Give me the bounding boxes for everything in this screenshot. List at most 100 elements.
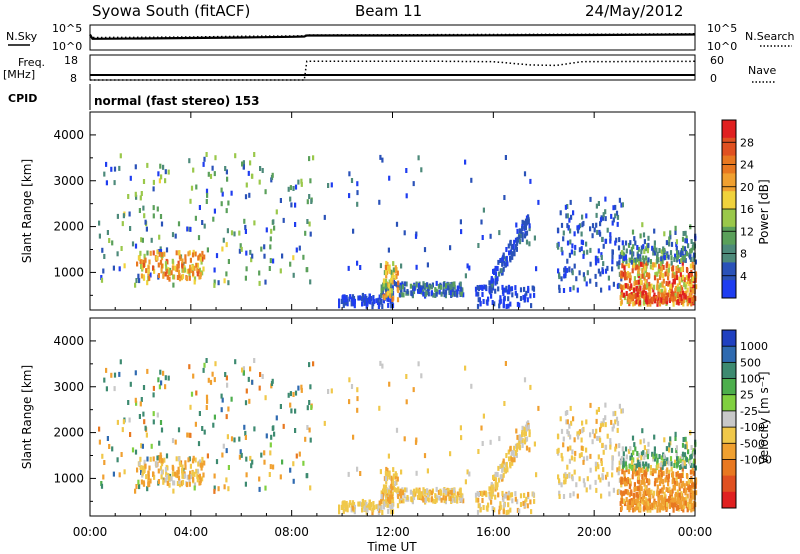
velocity-cell — [413, 492, 416, 498]
power-cell — [573, 250, 576, 256]
velocity-cell — [637, 501, 640, 507]
power-cell — [135, 194, 138, 200]
velocity-cell — [654, 456, 657, 462]
velocity-cell — [566, 419, 569, 425]
power-cell — [207, 171, 210, 177]
time-axis: 00:00 04:00 08:00 12:00 16:00 20:00 00:00 — [73, 112, 712, 539]
velocity-cell — [498, 436, 501, 442]
power-cell — [642, 232, 646, 238]
velocity-cell — [633, 487, 636, 493]
velocity-cell — [476, 509, 480, 515]
velocity-cell — [642, 450, 645, 456]
power-cell — [143, 253, 146, 259]
velocity-cell — [637, 452, 640, 458]
power-cell — [607, 275, 610, 281]
velocity-cell — [158, 384, 161, 390]
velocity-cell — [392, 484, 395, 489]
power-cell — [568, 217, 571, 223]
power-cell — [98, 233, 101, 239]
velocity-cell — [145, 474, 148, 480]
power-cell — [688, 298, 691, 303]
velocity-cell — [135, 400, 138, 406]
power-cell — [634, 265, 637, 271]
power-cell — [451, 287, 454, 292]
power-cell — [665, 299, 669, 305]
power-cell — [456, 289, 459, 295]
power-cell — [444, 289, 448, 295]
power-cell — [685, 267, 689, 272]
velocity-cell — [475, 497, 478, 503]
power-cell — [195, 184, 198, 190]
power-cell — [599, 217, 603, 223]
freq-unit-label: [MHz] — [3, 68, 35, 81]
velocity-cell — [626, 489, 630, 495]
power-cell — [189, 198, 192, 204]
velocity-cell — [338, 504, 341, 510]
power-cell — [159, 259, 163, 265]
velocity-cell — [352, 434, 355, 440]
power-cell — [566, 258, 569, 264]
power-cell — [602, 215, 605, 221]
velocity-cell — [650, 489, 653, 495]
power-cell — [618, 197, 621, 203]
velocity-cell — [521, 443, 524, 448]
power-cell — [160, 252, 164, 258]
velocity-cell — [653, 446, 656, 452]
power-cell — [600, 255, 603, 260]
velocity-cell — [660, 455, 663, 461]
power-cell — [569, 286, 572, 292]
velocity-cell — [152, 456, 155, 462]
velocity-cell — [263, 459, 266, 465]
velocity-cell — [575, 482, 578, 488]
velocity-cell — [244, 400, 248, 406]
velocity-cell — [641, 479, 644, 485]
power-cell — [186, 226, 189, 232]
velocity-cell — [660, 498, 663, 504]
power-cell — [609, 232, 612, 238]
velocity-cell — [138, 484, 141, 490]
power-cell — [459, 281, 462, 287]
velocity-cell — [634, 498, 638, 504]
power-cell — [189, 268, 193, 274]
velocity-cell — [658, 494, 661, 500]
velocity-cell — [160, 469, 163, 475]
velocity-cell — [645, 452, 648, 458]
velocity-cell — [387, 508, 390, 514]
power-cell — [415, 281, 418, 287]
power-cell — [182, 267, 185, 273]
power-cell — [629, 299, 632, 304]
power-cell — [602, 243, 605, 249]
power-cell — [686, 287, 689, 293]
power-cell — [510, 286, 514, 292]
power-cell — [620, 284, 623, 290]
velocity-cell — [189, 404, 192, 410]
power-cell — [387, 283, 391, 289]
power-cell — [640, 249, 643, 255]
power-cell — [245, 266, 248, 272]
velocity-cell — [147, 475, 150, 480]
velocity-cell — [160, 458, 164, 464]
power-cell — [678, 267, 682, 273]
power-cell — [676, 254, 679, 260]
power-cell — [380, 288, 383, 294]
power-cell — [435, 291, 438, 297]
power-cell — [672, 279, 675, 284]
velocity-cell — [464, 479, 467, 485]
power-cell — [396, 297, 400, 303]
velocity-cell — [241, 367, 244, 373]
velocity-cell — [636, 498, 639, 504]
velocity-cell — [205, 394, 209, 400]
velocity-cell — [685, 503, 688, 509]
velocity-cell — [627, 469, 630, 475]
velocity-cell — [212, 422, 215, 428]
power-cell — [665, 295, 669, 301]
power-cell — [396, 270, 399, 276]
power-cell — [391, 275, 394, 281]
velocity-cell — [585, 447, 588, 453]
velocity-cell — [620, 408, 623, 414]
velocity-cell — [662, 479, 665, 485]
velocity-cell — [685, 473, 689, 478]
velocity-cell — [635, 505, 638, 511]
power-cell — [213, 208, 216, 214]
power-cell — [139, 259, 142, 264]
